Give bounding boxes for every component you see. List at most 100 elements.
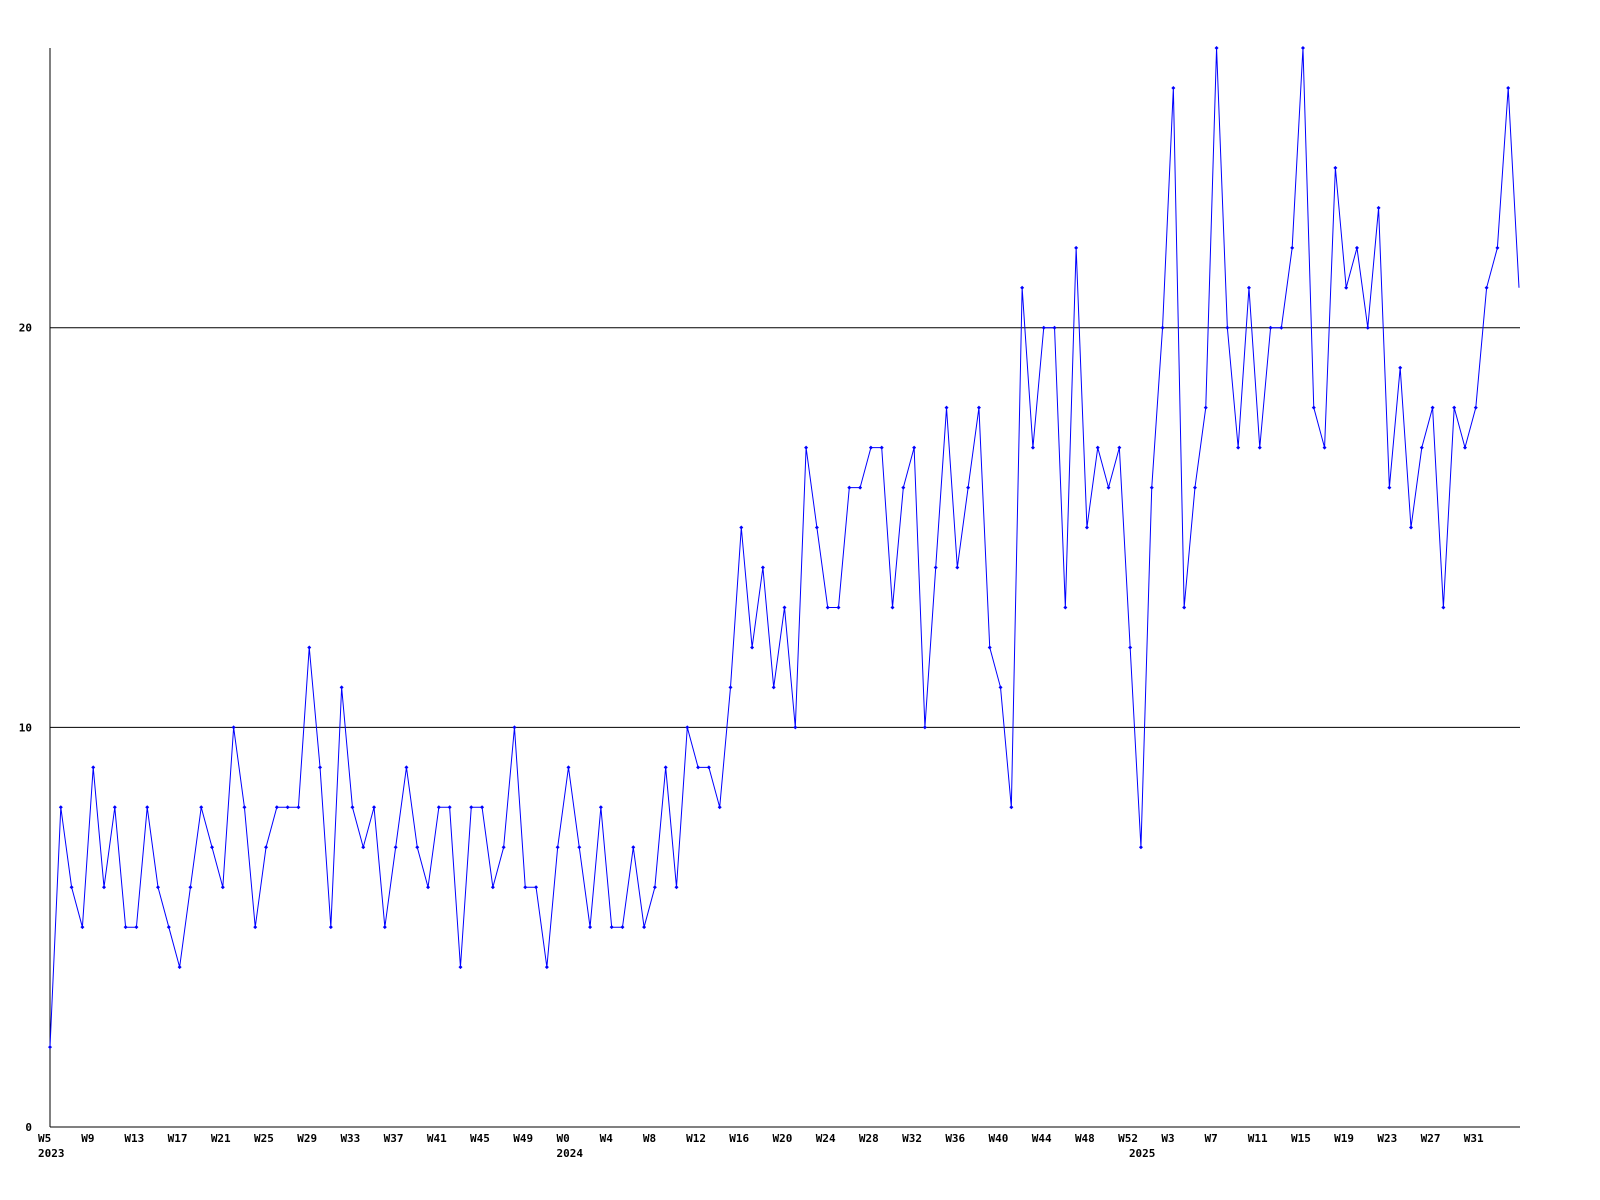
point-marker bbox=[1333, 165, 1338, 170]
point-marker bbox=[825, 605, 830, 610]
point-marker bbox=[350, 805, 355, 810]
point-marker bbox=[274, 805, 279, 810]
point-marker bbox=[1419, 445, 1424, 450]
point-marker bbox=[1268, 325, 1273, 330]
point-marker bbox=[771, 685, 776, 690]
point-marker bbox=[393, 845, 398, 850]
x-tick-label: W16 bbox=[729, 1132, 749, 1145]
x-tick-label: W15 bbox=[1291, 1132, 1311, 1145]
point-marker bbox=[231, 725, 236, 730]
point-marker bbox=[1095, 445, 1100, 450]
x-tick-label: W49 bbox=[513, 1132, 533, 1145]
x-year-label: 2025 bbox=[1129, 1147, 1156, 1160]
point-marker bbox=[112, 805, 117, 810]
point-marker bbox=[1495, 245, 1500, 250]
point-marker bbox=[858, 485, 863, 490]
point-marker bbox=[1484, 285, 1489, 290]
point-marker bbox=[328, 925, 333, 930]
point-marker bbox=[307, 645, 312, 650]
point-marker bbox=[1344, 285, 1349, 290]
point-marker bbox=[156, 885, 161, 890]
point-marker bbox=[490, 885, 495, 890]
point-marker bbox=[1408, 525, 1413, 530]
point-marker bbox=[1117, 445, 1122, 450]
point-marker bbox=[523, 885, 528, 890]
x-tick-label: W0 bbox=[556, 1132, 569, 1145]
point-marker bbox=[318, 765, 323, 770]
point-marker bbox=[469, 805, 474, 810]
point-marker bbox=[631, 845, 636, 850]
point-marker bbox=[188, 885, 193, 890]
point-marker bbox=[609, 925, 614, 930]
point-marker bbox=[1182, 605, 1187, 610]
point-marker bbox=[987, 645, 992, 650]
point-marker bbox=[426, 885, 431, 890]
x-tick-label: W31 bbox=[1464, 1132, 1484, 1145]
point-marker bbox=[1290, 245, 1295, 250]
point-marker bbox=[220, 885, 225, 890]
point-marker bbox=[210, 845, 215, 850]
point-marker bbox=[361, 845, 366, 850]
point-marker bbox=[1084, 525, 1089, 530]
point-marker bbox=[782, 605, 787, 610]
point-marker bbox=[91, 765, 96, 770]
point-marker bbox=[123, 925, 128, 930]
point-marker bbox=[1311, 405, 1316, 410]
point-marker bbox=[458, 965, 463, 970]
point-marker bbox=[1203, 405, 1208, 410]
x-tick-label: W28 bbox=[859, 1132, 879, 1145]
point-marker bbox=[998, 685, 1003, 690]
point-marker bbox=[696, 765, 701, 770]
x-tick-label: W8 bbox=[643, 1132, 656, 1145]
point-marker bbox=[372, 805, 377, 810]
point-marker bbox=[382, 925, 387, 930]
point-marker bbox=[242, 805, 247, 810]
point-marker bbox=[847, 485, 852, 490]
x-tick-label: W4 bbox=[600, 1132, 614, 1145]
point-marker bbox=[69, 885, 74, 890]
x-tick-label: W45 bbox=[470, 1132, 490, 1145]
point-marker bbox=[955, 565, 960, 570]
point-marker bbox=[588, 925, 593, 930]
point-marker bbox=[1192, 485, 1197, 490]
point-marker bbox=[933, 565, 938, 570]
point-marker bbox=[1387, 485, 1392, 490]
y-tick-label: 10 bbox=[19, 721, 32, 734]
point-marker bbox=[1214, 46, 1219, 50]
point-marker bbox=[447, 805, 452, 810]
point-marker bbox=[1160, 325, 1165, 330]
point-marker bbox=[1063, 605, 1068, 610]
x-tick-label: W36 bbox=[945, 1132, 965, 1145]
point-marker bbox=[728, 685, 733, 690]
x-tick-label: W44 bbox=[1032, 1132, 1052, 1145]
point-marker bbox=[912, 445, 917, 450]
x-tick-label: W20 bbox=[773, 1132, 793, 1145]
point-marker bbox=[80, 925, 85, 930]
point-marker bbox=[1506, 85, 1511, 90]
point-marker bbox=[739, 525, 744, 530]
point-marker bbox=[102, 885, 107, 890]
point-marker bbox=[685, 725, 690, 730]
x-tick-label: W11 bbox=[1248, 1132, 1268, 1145]
point-marker bbox=[1279, 325, 1284, 330]
point-marker bbox=[166, 925, 171, 930]
point-marker bbox=[663, 765, 668, 770]
x-tick-label: W32 bbox=[902, 1132, 922, 1145]
point-marker bbox=[199, 805, 204, 810]
point-marker bbox=[1462, 445, 1467, 450]
point-marker bbox=[966, 485, 971, 490]
point-marker bbox=[890, 605, 895, 610]
point-marker bbox=[501, 845, 506, 850]
point-marker bbox=[264, 845, 269, 850]
x-tick-label: W33 bbox=[340, 1132, 360, 1145]
point-marker bbox=[717, 805, 722, 810]
point-marker bbox=[296, 805, 301, 810]
point-marker bbox=[1171, 85, 1176, 90]
point-marker bbox=[1246, 285, 1251, 290]
point-marker bbox=[1149, 485, 1154, 490]
point-marker bbox=[512, 725, 517, 730]
point-marker bbox=[404, 765, 409, 770]
point-marker bbox=[436, 805, 441, 810]
point-marker bbox=[1430, 405, 1435, 410]
